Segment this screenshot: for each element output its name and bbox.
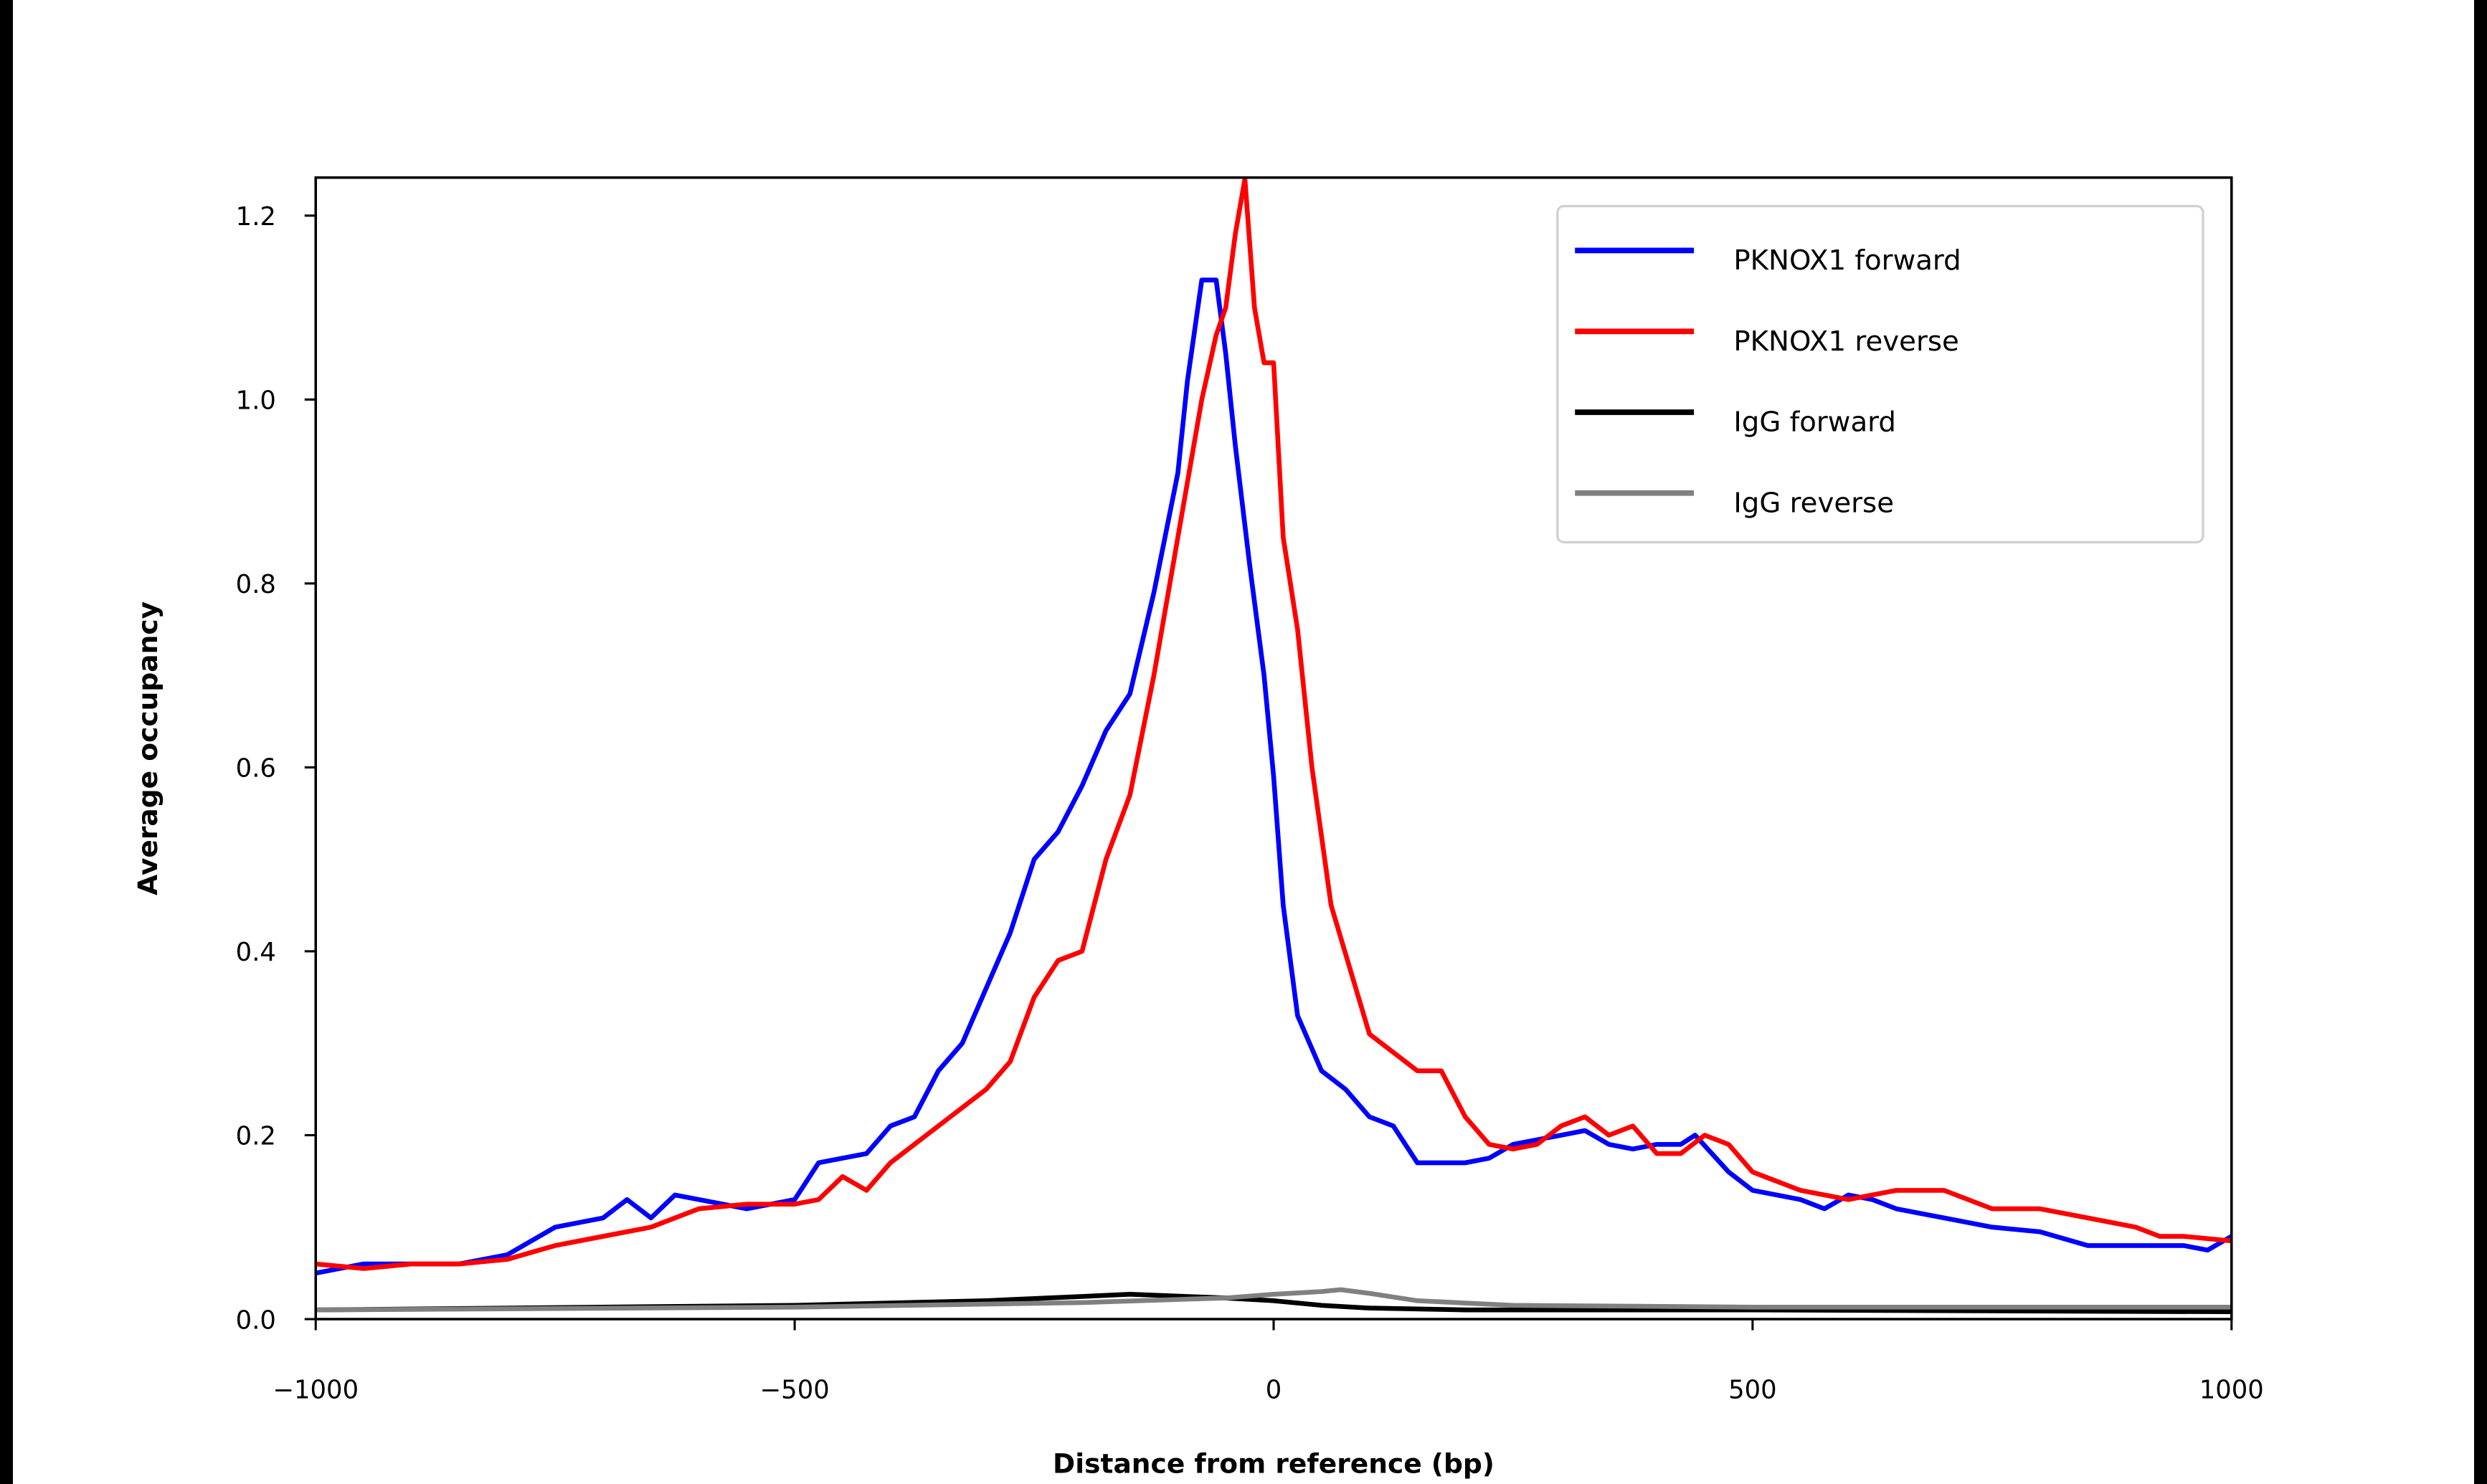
- series-line-pknox1-reverse: [315, 176, 2232, 1271]
- y-tick-label: 0.8: [236, 570, 276, 599]
- series-layer: [315, 176, 2233, 1315]
- x-tick-label: −500: [760, 1376, 830, 1405]
- legend: PKNOX1 forward PKNOX1 reverse IgG forwar…: [1556, 204, 2204, 544]
- y-tick-label: 0.6: [236, 754, 276, 784]
- y-tick-label: 0.2: [236, 1122, 276, 1151]
- x-tick-label: 500: [1728, 1376, 1777, 1405]
- legend-label-pknox1-reverse: PKNOX1 reverse: [1733, 325, 1958, 358]
- y-tick-label: 1.0: [236, 386, 276, 416]
- legend-frame: [1556, 204, 2204, 544]
- x-axis-label: Distance from reference (bp): [1053, 1448, 1494, 1480]
- y-tick-label: 1.2: [236, 202, 276, 232]
- legend-label-igg-forward: IgG forward: [1733, 406, 1896, 439]
- x-tick-label: −1000: [273, 1376, 359, 1405]
- series-line-igg-forward: [316, 1292, 2232, 1315]
- left-border: [0, 0, 13, 1484]
- x-axis: −1000 −500 0 500 1000: [273, 1319, 2264, 1405]
- x-tick-label: 0: [1266, 1376, 1282, 1405]
- y-axis-label: Average occupancy: [132, 601, 164, 895]
- right-border: [2474, 0, 2487, 1484]
- legend-label-igg-reverse: IgG reverse: [1733, 487, 1894, 519]
- x-tick-label: 1000: [2199, 1376, 2264, 1405]
- y-axis: 0.0 0.2 0.4 0.6 0.8 1.0 1.2: [236, 202, 316, 1335]
- y-tick-label: 0.4: [236, 938, 276, 967]
- legend-label-pknox1-forward: PKNOX1 forward: [1733, 244, 1961, 277]
- series-line-igg-reverse: [316, 1287, 2232, 1313]
- y-tick-label: 0.0: [236, 1305, 276, 1335]
